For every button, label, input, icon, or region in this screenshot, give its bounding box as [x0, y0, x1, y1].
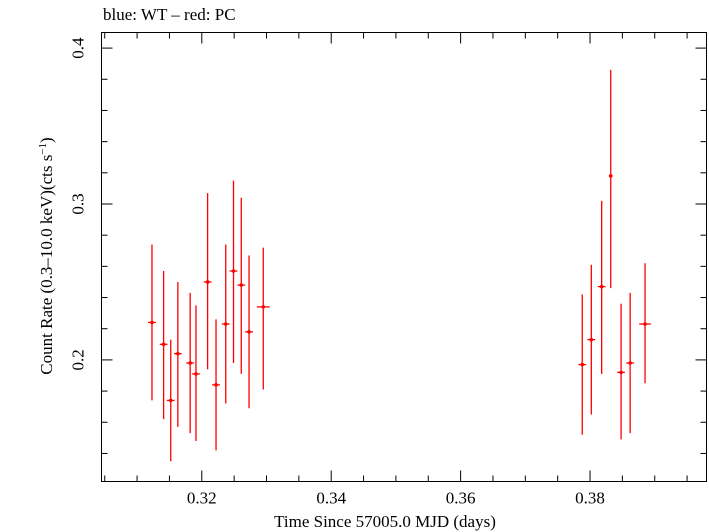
data-point	[245, 255, 253, 409]
y-axis-label-end: )	[37, 137, 56, 143]
y-tick-label: 0.4	[69, 37, 88, 59]
data-point	[639, 263, 651, 384]
data-point	[173, 281, 182, 427]
point-marker	[580, 362, 585, 367]
x-tick-label: 0.38	[575, 489, 605, 508]
point-marker	[619, 370, 623, 375]
x-axis-label: Time Since 57005.0 MJD (days)	[274, 512, 496, 531]
y-axis-label-main: Count Rate (0.3–10.0 keV)(cts s	[37, 155, 56, 375]
axis-ticks	[101, 32, 707, 482]
data-point	[587, 264, 596, 415]
point-marker	[214, 383, 218, 387]
point-marker	[247, 330, 251, 334]
y-axis-label: Count Rate (0.3–10.0 keV)(cts s−1)	[37, 137, 56, 374]
data-point	[166, 339, 175, 462]
data-point	[237, 197, 246, 374]
data-point	[256, 247, 270, 390]
point-marker	[205, 280, 210, 284]
x-tick-label: 0.36	[446, 489, 476, 508]
point-marker	[176, 351, 180, 356]
data-points	[148, 69, 651, 462]
point-marker	[589, 337, 594, 342]
point-marker	[161, 342, 166, 347]
x-tick-label: 0.34	[316, 489, 346, 508]
data-point	[212, 319, 220, 451]
point-marker	[261, 305, 266, 309]
data-point	[148, 244, 156, 401]
data-point	[617, 303, 625, 440]
data-point	[597, 200, 606, 374]
y-tick-label: 0.3	[69, 193, 88, 214]
data-point	[221, 244, 230, 404]
point-marker	[223, 322, 228, 326]
point-marker	[168, 398, 173, 403]
data-point	[186, 292, 195, 434]
data-point	[626, 292, 635, 434]
y-tick-label: 0.2	[69, 349, 88, 370]
point-marker	[608, 174, 613, 178]
point-marker	[150, 320, 154, 325]
point-marker	[194, 372, 198, 376]
data-point	[608, 69, 613, 289]
data-point	[159, 271, 168, 420]
point-marker	[599, 284, 604, 289]
data-point	[192, 305, 200, 441]
data-point	[203, 193, 212, 370]
point-marker	[643, 322, 647, 326]
x-tick-label: 0.32	[187, 489, 217, 508]
plot-frame	[101, 32, 707, 482]
chart-title: blue: WT – red: PC	[103, 5, 236, 24]
point-marker	[188, 361, 192, 365]
point-marker	[231, 269, 236, 273]
tick-labels: 0.32 0.34 0.36 0.38 0.2 0.3 0.4	[69, 37, 605, 508]
data-point	[229, 180, 238, 364]
y-axis-label-sup: −1	[37, 143, 49, 155]
data-point	[578, 294, 587, 435]
point-marker	[628, 361, 632, 365]
point-marker	[239, 283, 244, 287]
